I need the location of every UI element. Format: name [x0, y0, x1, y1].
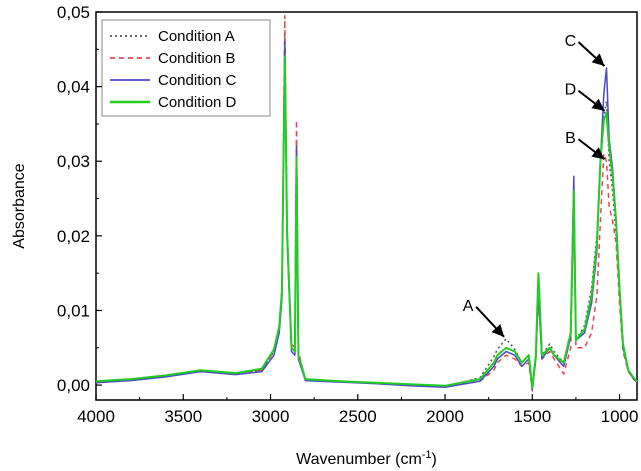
x-axis: 4000 3500 3000 2500 2000 1500 1000	[77, 394, 638, 426]
annotation-label-c: C	[565, 33, 577, 50]
legend-label-4: Condition D	[158, 94, 237, 111]
x-tick-label: 2000	[426, 407, 464, 426]
series-layer	[95, 14, 638, 392]
y-tick-label: 0,01	[57, 301, 90, 320]
plot-frame	[95, 11, 638, 401]
x-axis-title-main: Wavenumber (cm	[296, 451, 422, 468]
annotation-arrow-c	[577, 41, 606, 67]
y-tick-label: 0,04	[57, 78, 90, 97]
x-tick-label: 4000	[77, 407, 115, 426]
x-tick-label: 3500	[164, 407, 202, 426]
x-tick-label: 2500	[339, 407, 377, 426]
annotation-label-d: D	[565, 82, 577, 99]
y-tick-label: 0,05	[57, 3, 90, 22]
x-tick-label: 1000	[601, 407, 639, 426]
annotation-arrow-b	[577, 138, 606, 161]
annotation-label-b: B	[565, 130, 576, 147]
y-tick-label: 0,00	[57, 376, 90, 395]
series-line-4	[95, 55, 638, 390]
x-tick-label: 3000	[252, 407, 290, 426]
legend: Condition A Condition B Condition C Conditi…	[101, 19, 271, 117]
legend-label-2: Condition B	[158, 50, 236, 67]
y-axis-title: Absorbance	[11, 163, 28, 248]
annotation-arrow-a	[475, 306, 505, 338]
x-axis-title: Wavenumber (cm-1)	[296, 449, 437, 468]
annotation-layer: A B C D	[463, 33, 606, 338]
y-axis: 0,00 0,01 0,02 0,03 0,04 0,05	[57, 3, 102, 395]
annotation-arrow-d	[577, 89, 606, 112]
legend-label-1: Condition A	[158, 28, 235, 45]
annotation-label-a: A	[463, 298, 474, 315]
legend-label-3: Condition C	[158, 72, 237, 89]
x-axis-title-close: )	[432, 451, 437, 468]
y-tick-label: 0,02	[57, 227, 90, 246]
y-tick-label: 0,03	[57, 152, 90, 171]
x-tick-label: 1500	[513, 407, 551, 426]
x-axis-title-superscript: -1	[422, 449, 432, 461]
